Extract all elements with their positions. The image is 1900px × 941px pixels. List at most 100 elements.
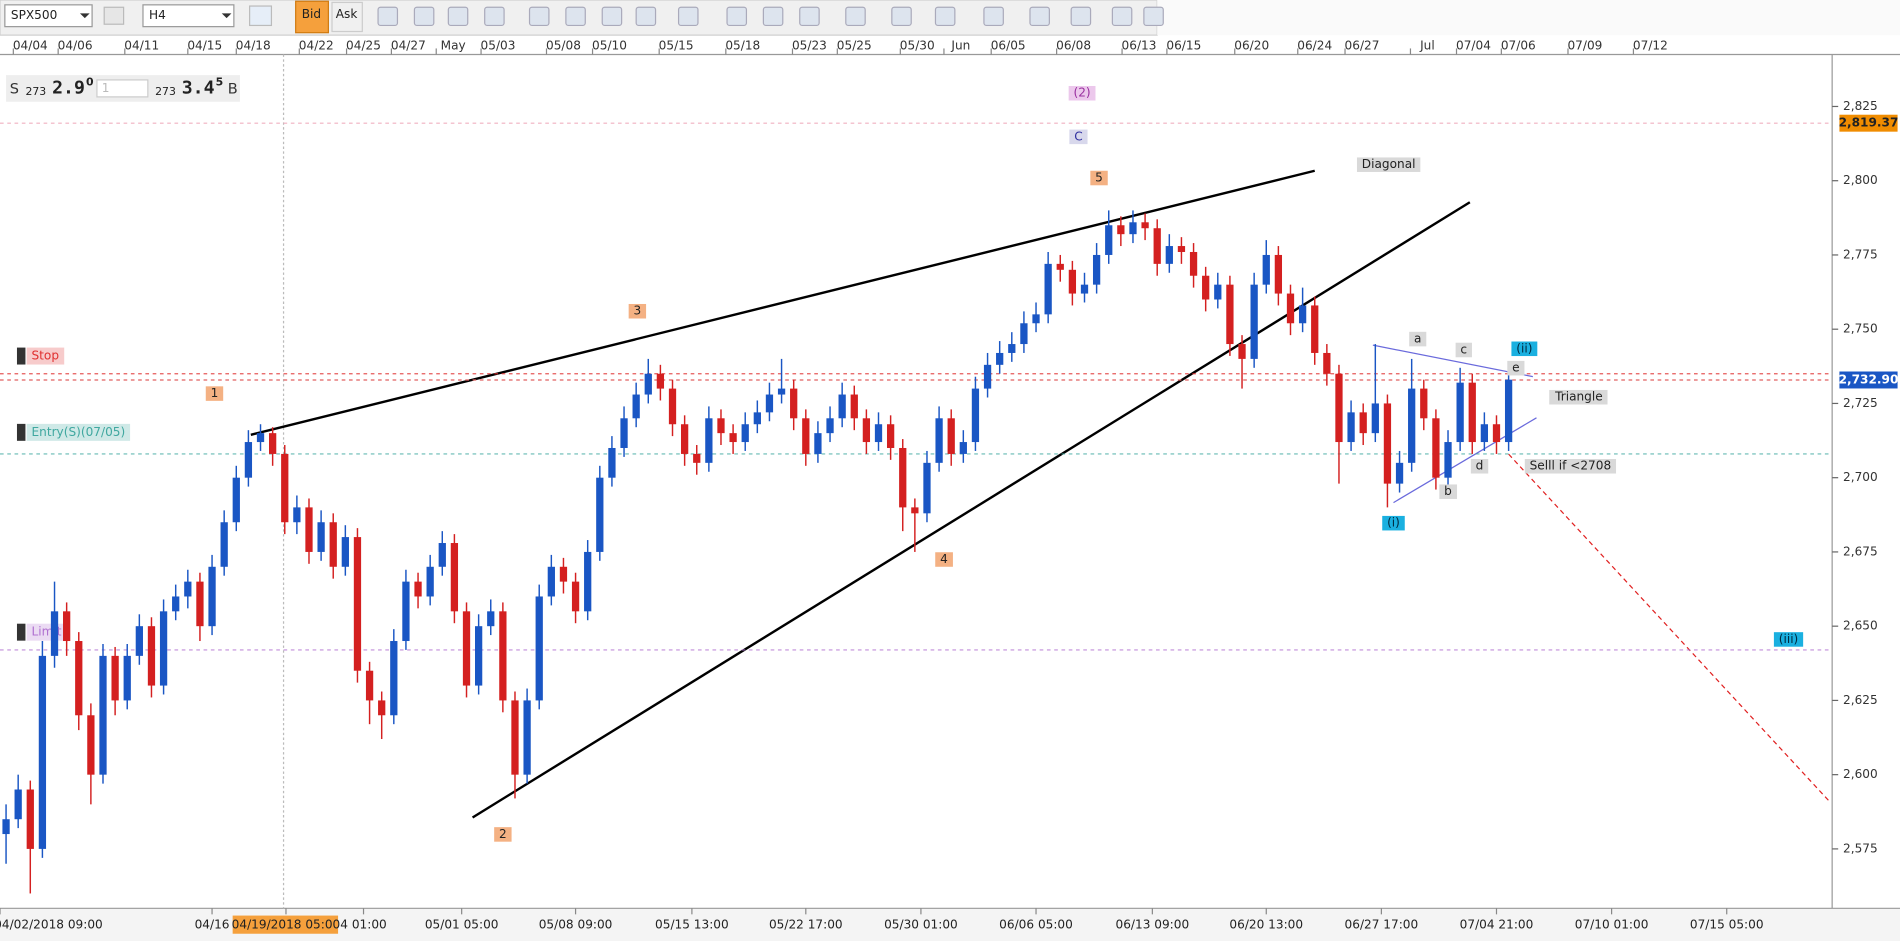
tool-icon[interactable]: [891, 6, 912, 27]
candle-body: [378, 700, 386, 716]
candle-body: [1274, 254, 1283, 294]
candle-body: [608, 447, 616, 478]
bottom-date-label: 05/01 05:00: [425, 918, 499, 932]
timeframe: H4: [149, 8, 166, 22]
tool-icon[interactable]: [1111, 6, 1133, 27]
candle-body: [147, 626, 156, 686]
wave-label: 1: [211, 386, 219, 400]
candle-body: [184, 581, 192, 597]
dropdown-arrow: [79, 13, 90, 19]
candle-body: [390, 641, 398, 716]
candle-body: [1020, 323, 1028, 345]
candle-body: [620, 418, 628, 448]
symbol-select[interactable]: [4, 4, 93, 28]
bid-button[interactable]: [295, 0, 329, 34]
top-date-label: 04/06: [58, 39, 93, 53]
wave-label-bg: [1090, 170, 1108, 186]
candle-body: [1347, 412, 1355, 443]
tool-icon[interactable]: [726, 6, 748, 27]
diagonal-lower-line: [471, 201, 1471, 819]
tool-icon[interactable]: [565, 6, 586, 27]
top-date-label: Jun: [950, 39, 970, 53]
tool-icon[interactable]: [1143, 6, 1164, 27]
wave-label-bg: [1455, 342, 1472, 358]
candle-body: [826, 418, 834, 434]
tool-icon[interactable]: [249, 5, 273, 27]
candle-body: [656, 373, 665, 389]
candle-body: [256, 433, 265, 443]
diagonal-upper-line: [250, 169, 1316, 436]
top-date-label: May: [441, 39, 466, 53]
quote-main: 2.9: [52, 77, 85, 98]
tool-icon[interactable]: [103, 6, 125, 25]
y-tick-label: 2,800: [1843, 173, 1878, 187]
tool-icon[interactable]: [1029, 6, 1050, 27]
tool-icon[interactable]: [934, 6, 956, 27]
tool-icon[interactable]: [762, 6, 784, 27]
tool-icon[interactable]: [1070, 6, 1092, 27]
candle-body: [1262, 254, 1270, 285]
bottom-date-label: 04/02/2018 09:00: [0, 918, 103, 932]
top-date-label: 06/15: [1166, 39, 1201, 53]
candle-body: [741, 424, 749, 443]
top-date-label: 07/04: [1456, 39, 1491, 53]
triangle-lower-line: [1393, 417, 1537, 504]
quote-sup: 5: [216, 75, 224, 88]
top-date-label: 06/05: [991, 39, 1026, 53]
candle-body: [365, 670, 374, 701]
candle-body: [983, 364, 992, 389]
tool-icon[interactable]: [377, 6, 399, 27]
amount-input[interactable]: [96, 79, 149, 98]
candle-body: [584, 551, 592, 612]
candle-body: [1323, 352, 1331, 374]
tool-icon[interactable]: [983, 6, 1004, 27]
bottom-date-label: 4 01:00: [340, 918, 386, 932]
tool-icon[interactable]: [635, 6, 657, 27]
ask-button[interactable]: [331, 1, 363, 33]
candle-body: [850, 394, 858, 419]
wave-label-bg: [1068, 85, 1096, 101]
candle-body: [75, 641, 83, 716]
wave-label: b: [1444, 484, 1452, 498]
tool-icon[interactable]: [484, 6, 505, 27]
tool-icon[interactable]: [799, 6, 820, 27]
top-date-label: 04/15: [187, 39, 222, 53]
wave-label: 4: [940, 552, 948, 566]
candle-body: [1408, 388, 1416, 463]
bottom-date-label: 05/15 13:00: [655, 918, 729, 932]
tool-icon[interactable]: [528, 6, 550, 27]
candle-body: [523, 700, 531, 775]
wave-label-bg: [1511, 341, 1538, 357]
wave-label-bg: [1524, 458, 1617, 474]
projection-line: [1508, 453, 1831, 803]
candle-body: [559, 566, 568, 582]
candle-body: [1371, 403, 1379, 434]
candle-body: [1092, 254, 1101, 285]
tool-icon[interactable]: [677, 6, 699, 27]
y-tick-label: 2,575: [1843, 841, 1878, 855]
tool-icon[interactable]: [413, 6, 435, 27]
candle-body: [1165, 246, 1173, 264]
candle-body: [814, 433, 822, 454]
candle-body: [596, 477, 604, 552]
tool-icon[interactable]: [601, 6, 623, 27]
wave-label: (ii): [1516, 341, 1532, 355]
timeframe-select[interactable]: [142, 4, 235, 28]
bottom-date-label: 06/06 05:00: [999, 918, 1073, 932]
candle-body: [693, 453, 701, 463]
candle-body: [305, 507, 313, 552]
bottom-date-label: 06/27 17:00: [1345, 918, 1419, 932]
order-label-bg: [26, 423, 131, 441]
candle-body: [886, 424, 895, 448]
tool-icon[interactable]: [845, 6, 866, 27]
top-date-label: 06/20: [1234, 39, 1269, 53]
tool-icon[interactable]: [447, 6, 469, 27]
candle-body: [547, 566, 555, 597]
candle-body: [705, 418, 713, 463]
quote-big: 273: [155, 85, 176, 98]
bottom-date-label: 05/30 01:00: [884, 918, 958, 932]
wave-label-bg: [1470, 458, 1489, 474]
wave-label: d: [1476, 459, 1484, 473]
candle-body: [1056, 263, 1064, 270]
